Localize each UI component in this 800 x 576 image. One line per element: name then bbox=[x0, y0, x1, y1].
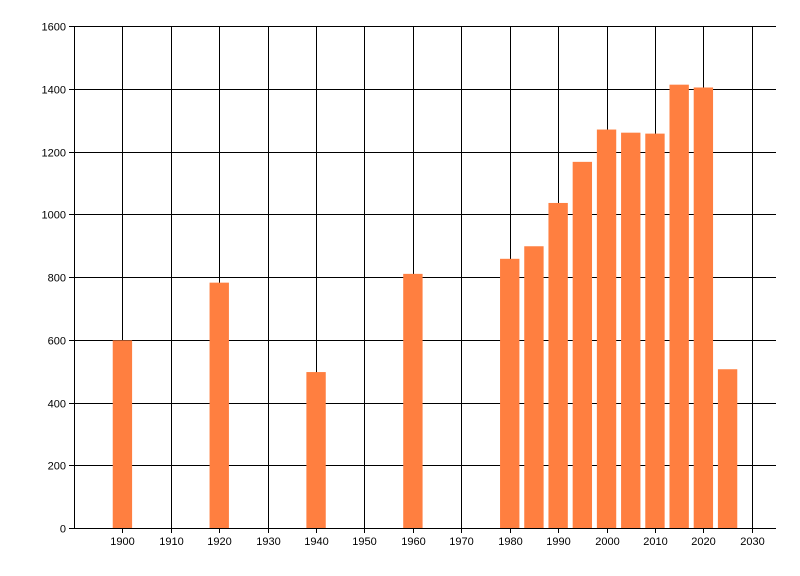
x-tick-label: 1930 bbox=[256, 536, 280, 548]
bar-1900 bbox=[112, 340, 133, 528]
bar-2020 bbox=[693, 87, 714, 529]
y-tick-label: 1200 bbox=[42, 148, 66, 160]
y-tick-label: 200 bbox=[48, 461, 66, 473]
bar-1980 bbox=[500, 258, 520, 528]
x-tick-label: 1970 bbox=[449, 536, 473, 548]
x-tick-label: 1980 bbox=[498, 536, 522, 548]
bar-1940 bbox=[306, 372, 326, 528]
y-tick-label: 1000 bbox=[42, 210, 66, 222]
bar-2000 bbox=[596, 129, 617, 528]
x-tick-label: 1950 bbox=[352, 536, 376, 548]
bar-1985 bbox=[524, 246, 544, 528]
bar-1995 bbox=[572, 161, 593, 528]
bar-1920 bbox=[209, 282, 229, 528]
bar-1990 bbox=[548, 202, 568, 528]
x-tick-labels: 1900 1910 1920 1930 1940 1950 1960 1970 1980 1990… bbox=[110, 536, 764, 548]
bar-2010 bbox=[645, 133, 665, 528]
bar-2005 bbox=[621, 132, 641, 529]
y-tick-label: 400 bbox=[48, 399, 66, 411]
y-tick-label: 0 bbox=[60, 524, 66, 536]
x-tick-label: 1900 bbox=[110, 536, 134, 548]
x-tick-label: 1910 bbox=[159, 536, 183, 548]
bar-2025 bbox=[717, 369, 738, 528]
x-tick-label: 1960 bbox=[401, 536, 425, 548]
bar-1960 bbox=[403, 273, 423, 528]
y-tick-label: 600 bbox=[48, 336, 66, 348]
y-tick-label: 1600 bbox=[42, 22, 66, 34]
y-tick-labels: 0 200 400 600 800 1000 1200 1400 1600 bbox=[42, 22, 66, 536]
bar-2015 bbox=[669, 84, 689, 528]
x-tick-label: 2020 bbox=[691, 536, 715, 548]
x-tick-label: 1920 bbox=[207, 536, 231, 548]
x-tick-label: 1940 bbox=[304, 536, 328, 548]
bars bbox=[112, 84, 738, 529]
axes bbox=[69, 26, 776, 533]
x-tick-label: 2010 bbox=[643, 536, 667, 548]
y-tick-label: 1400 bbox=[42, 85, 66, 97]
x-tick-label: 1990 bbox=[546, 536, 570, 548]
x-tick-label: 2030 bbox=[740, 536, 764, 548]
y-tick-label: 800 bbox=[48, 273, 66, 285]
x-tick-label: 2000 bbox=[595, 536, 619, 548]
